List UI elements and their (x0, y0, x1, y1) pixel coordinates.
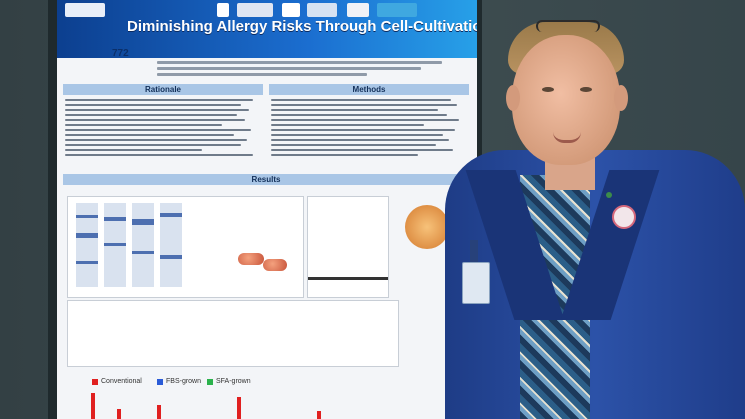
smile (553, 132, 581, 143)
bar (157, 405, 161, 419)
name-badge (462, 262, 490, 304)
legend-sfa-swatch (207, 379, 213, 385)
legend-sfa: SFA-grown (216, 378, 251, 385)
legend-fbs: FBS-grown (166, 378, 202, 385)
bar (237, 397, 241, 419)
institution-logo (237, 3, 273, 17)
fish-allergen-image (405, 205, 449, 249)
methods-text (271, 96, 467, 159)
institution-logo (65, 3, 105, 17)
bar (117, 409, 121, 419)
section-heading-results: Results (63, 174, 469, 185)
legend-conventional-swatch (92, 379, 98, 385)
lapel-pin (612, 205, 636, 229)
ear-left (506, 85, 520, 111)
institution-logo (377, 3, 417, 17)
sds-page-figure (67, 196, 304, 298)
institution-logo (307, 3, 337, 17)
face (512, 35, 620, 165)
bar-chart-figure (87, 388, 387, 419)
lapel-pin-small (606, 192, 612, 198)
elisa-figure (67, 300, 399, 367)
ear-right (614, 85, 628, 111)
rationale-text (65, 96, 261, 159)
research-poster: Diminishing Allergy Risks Through Cell-C… (57, 0, 477, 419)
fish-fillet-image (263, 259, 287, 271)
poster-title: Diminishing Allergy Risks Through Cell-C… (127, 18, 477, 35)
author-list (157, 58, 457, 86)
poster-number: 772 (112, 48, 129, 59)
eye-right (580, 87, 592, 92)
institution-logo (347, 3, 369, 17)
immunoblot-figure (307, 196, 389, 298)
institution-logo (282, 3, 300, 17)
bar (91, 393, 95, 419)
sunglasses-on-head (536, 20, 600, 32)
lanyard (470, 240, 478, 264)
legend-fbs-swatch (157, 379, 163, 385)
fish-fillet-image (238, 253, 264, 265)
eye-left (542, 87, 554, 92)
legend-conventional: Conventional (101, 378, 142, 385)
section-heading-methods: Methods (269, 84, 469, 95)
institution-logo (217, 3, 229, 17)
section-heading-rationale: Rationale (63, 84, 263, 95)
bar (317, 411, 321, 419)
